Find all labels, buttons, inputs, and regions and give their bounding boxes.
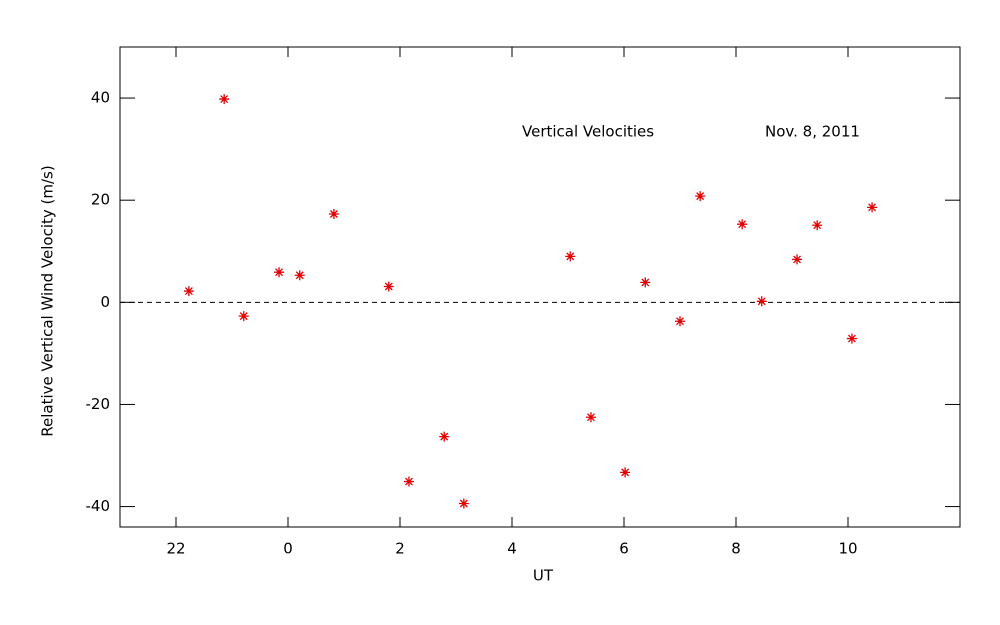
data-point: [565, 251, 576, 262]
y-tick-label: 20: [91, 191, 110, 209]
plot-frame: [119, 46, 961, 528]
data-point: [439, 431, 450, 442]
data-point: [737, 219, 748, 230]
data-point: [756, 296, 767, 307]
data-point: [585, 412, 596, 423]
data-point: [383, 281, 394, 292]
x-tick-label: 4: [507, 540, 517, 558]
data-point: [458, 498, 469, 509]
data-point: [867, 202, 878, 213]
data-point: [219, 94, 230, 105]
data-point: [403, 476, 414, 487]
data-point: [792, 254, 803, 265]
x-tick-label: 22: [166, 540, 185, 558]
data-point: [640, 277, 651, 288]
data-point: [294, 270, 305, 281]
data-point: [238, 311, 249, 322]
x-tick-label: 6: [619, 540, 629, 558]
data-point: [328, 208, 339, 219]
data-point: [846, 333, 857, 344]
x-tick-label: 10: [838, 540, 857, 558]
data-point: [274, 267, 285, 278]
data-point: [695, 191, 706, 202]
annotation: Nov. 8, 2011: [765, 123, 860, 141]
x-tick-label: 0: [283, 540, 293, 558]
y-axis-label: Relative Vertical Wind Velocity (m/s): [39, 165, 57, 436]
data-point: [675, 316, 685, 327]
y-tick-label: -40: [86, 497, 111, 515]
data-point: [620, 467, 631, 478]
data-point: [183, 286, 194, 297]
data-point: [812, 220, 823, 231]
y-tick-label: 0: [100, 293, 110, 311]
y-tick-label: -20: [86, 395, 111, 413]
x-tick-label: 8: [731, 540, 741, 558]
annotation: Vertical Velocities: [522, 123, 654, 141]
x-axis-label: UT: [533, 567, 554, 585]
x-tick-label: 2: [395, 540, 405, 558]
y-tick-label: 40: [91, 89, 110, 107]
